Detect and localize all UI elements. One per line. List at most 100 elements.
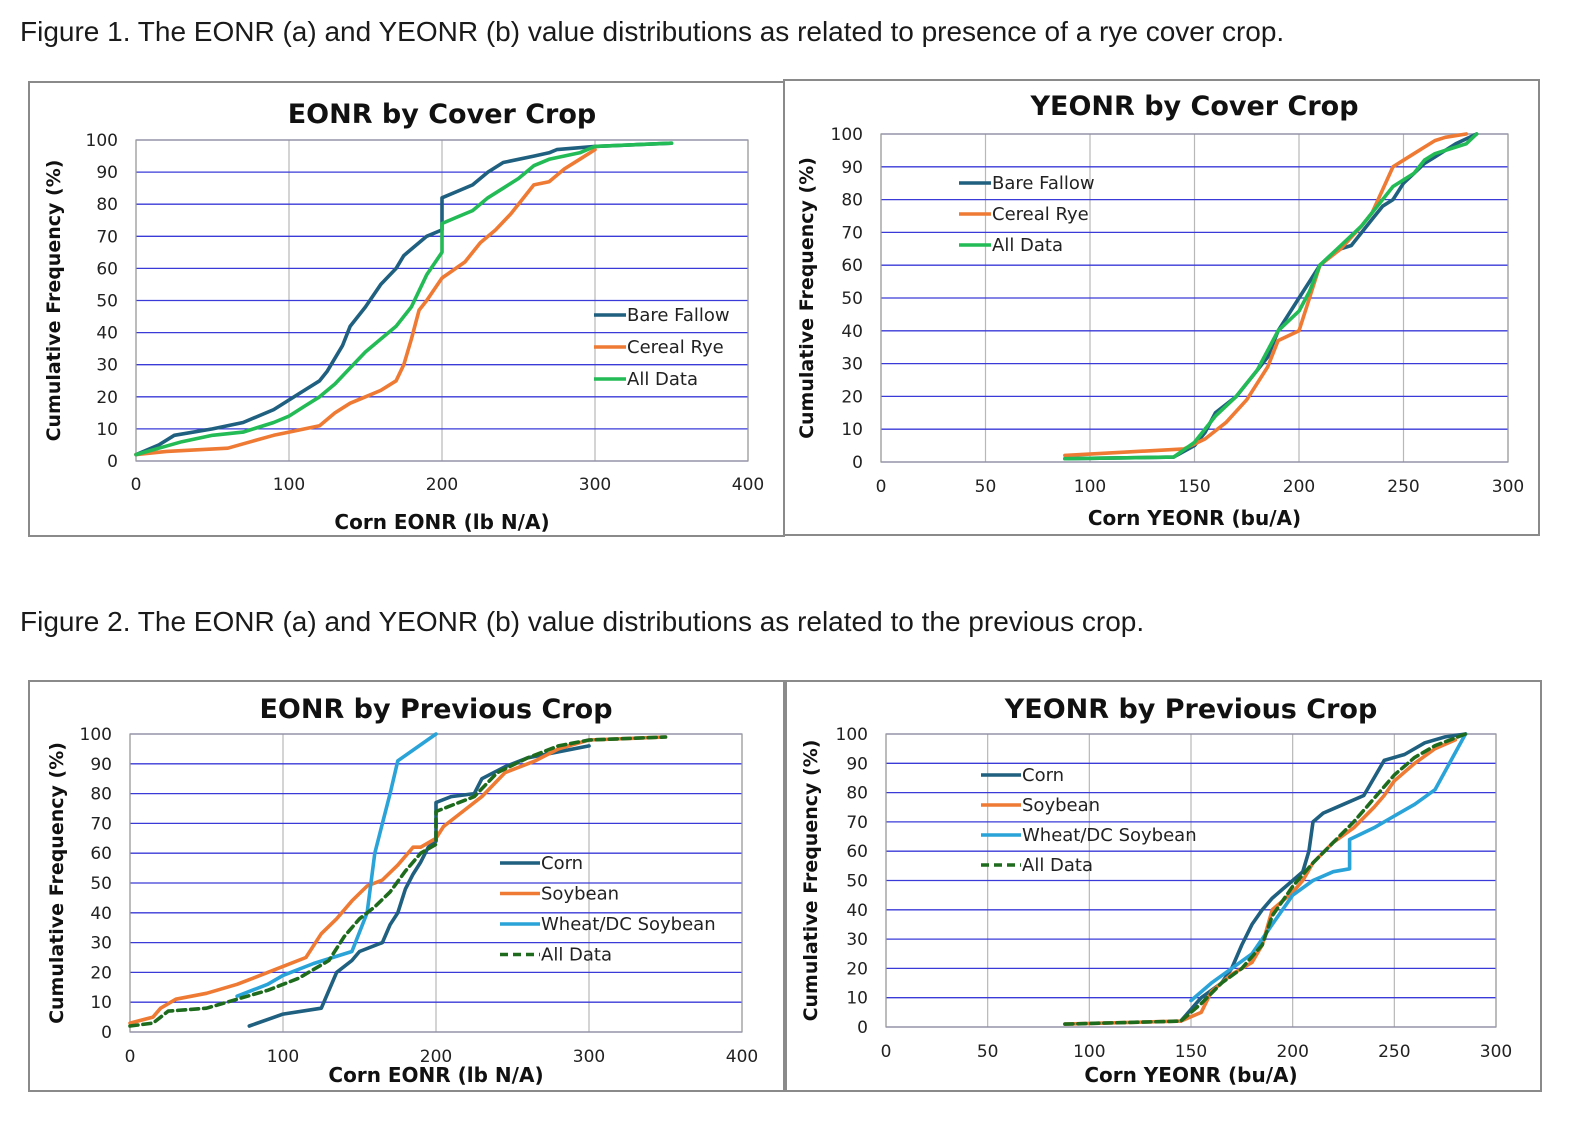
- legend-label-cereal-rye: Cereal Rye: [992, 204, 1089, 225]
- y-tick-label: 90: [90, 755, 112, 775]
- y-tick-label: 50: [846, 872, 868, 892]
- y-tick-label: 100: [86, 131, 118, 151]
- x-tick-label: 100: [1074, 477, 1106, 497]
- y-tick-label: 70: [96, 227, 118, 247]
- x-axis-label: Corn YEONR (bu/A): [1084, 1063, 1297, 1087]
- legend-label-all-data: All Data: [1022, 855, 1093, 876]
- y-tick-label: 60: [846, 842, 868, 862]
- y-axis-label: Cumulative Frequency (%): [796, 157, 818, 439]
- figure-1-caption: Figure 1. The EONR (a) and YEONR (b) val…: [20, 16, 1285, 47]
- legend-label-all-data: All Data: [541, 945, 612, 966]
- series-line-all-data: [1063, 732, 1468, 1026]
- x-tick-label: 200: [420, 1047, 452, 1067]
- x-tick-label: 0: [131, 475, 142, 495]
- x-axis-label: Corn EONR (lb N/A): [334, 510, 549, 534]
- figure-2-caption: Figure 2. The EONR (a) and YEONR (b) val…: [20, 606, 1145, 637]
- chart-title: YEONR by Cover Crop: [1029, 91, 1358, 122]
- y-tick-label: 10: [846, 989, 868, 1009]
- y-tick-label: 70: [90, 814, 112, 834]
- series-line-wheat-dc-soybean: [1189, 732, 1468, 1003]
- y-tick-label: 80: [841, 191, 863, 211]
- x-tick-label: 200: [1276, 1042, 1308, 1062]
- chart-title: YEONR by Previous Crop: [1004, 694, 1378, 725]
- series-line-corn: [247, 744, 591, 1028]
- series-line-cereal-rye: [1063, 132, 1469, 458]
- x-tick-label: 400: [732, 475, 764, 495]
- x-tick-label: 50: [975, 477, 997, 497]
- y-axis-label: Cumulative Frequency (%): [43, 160, 65, 442]
- y-tick-label: 10: [96, 420, 118, 440]
- y-tick-label: 40: [841, 322, 863, 342]
- chart-panel-yeonr-previous-crop: 0 50 100 150 200 250 300 0 10 20 30 40 50 60 70 80 90 100…: [785, 680, 1542, 1092]
- legend-label-bare-fallow: Bare Fallow: [627, 305, 730, 326]
- y-tick-label: 80: [96, 195, 118, 215]
- x-tick-label: 250: [1387, 477, 1419, 497]
- x-tick-label: 0: [881, 1042, 892, 1062]
- y-tick-label: 50: [90, 874, 112, 894]
- x-tick-label: 400: [726, 1047, 758, 1067]
- y-tick-label: 100: [836, 725, 868, 745]
- chart-yeonr-by-cover-crop: 0 50 100 150 200 250 300 0 10 20 30 40 50 60 70 80 90 100…: [783, 79, 1540, 536]
- x-tick-label: 150: [1178, 477, 1210, 497]
- chart-eonr-by-previous-crop: 0 100 200 300 400 0 10 20 30 40 50 60 70 80 90 100 EONR …: [28, 680, 785, 1092]
- x-tick-label: 200: [426, 475, 458, 495]
- chart-panel-eonr-cover-crop: 0 100 200 300 400 0 10 20 30 40 50 60 70 80 90 100 EONR …: [28, 81, 785, 537]
- x-tick-label: 0: [876, 477, 887, 497]
- y-tick-label: 30: [841, 355, 863, 375]
- y-axis-label: Cumulative Frequency (%): [800, 740, 822, 1022]
- y-tick-label: 30: [96, 356, 118, 376]
- y-tick-label: 0: [107, 452, 118, 472]
- series-line-all-data: [1063, 132, 1479, 461]
- y-tick-label: 80: [90, 785, 112, 805]
- series-line-cereal-rye: [134, 147, 597, 457]
- x-tick-label: 50: [977, 1042, 999, 1062]
- y-tick-label: 20: [90, 963, 112, 983]
- y-tick-label: 40: [846, 901, 868, 921]
- y-tick-label: 10: [90, 993, 112, 1013]
- y-tick-label: 70: [841, 223, 863, 243]
- chart-title: EONR by Previous Crop: [259, 694, 612, 725]
- x-axis-label: Corn YEONR (bu/A): [1088, 506, 1301, 530]
- y-tick-label: 90: [841, 158, 863, 178]
- y-tick-label: 90: [846, 754, 868, 774]
- x-tick-label: 150: [1175, 1042, 1207, 1062]
- y-tick-label: 50: [841, 289, 863, 309]
- y-tick-label: 70: [846, 813, 868, 833]
- plot-area: [885, 733, 1497, 1028]
- x-tick-label: 100: [267, 1047, 299, 1067]
- y-tick-label: 20: [841, 387, 863, 407]
- x-tick-label: 200: [1283, 477, 1315, 497]
- series-line-corn: [1178, 732, 1468, 1023]
- y-tick-label: 100: [831, 125, 863, 145]
- y-tick-label: 20: [846, 959, 868, 979]
- y-tick-label: 50: [96, 292, 118, 312]
- legend-label-wheat-dc-soybean: Wheat/DC Soybean: [541, 914, 716, 935]
- y-tick-label: 30: [846, 930, 868, 950]
- chart-panel-yeonr-cover-crop: 0 50 100 150 200 250 300 0 10 20 30 40 50 60 70 80 90 100…: [783, 79, 1540, 536]
- chart-title: EONR by Cover Crop: [288, 99, 597, 130]
- x-tick-label: 300: [1480, 1042, 1512, 1062]
- legend-label-wheat-dc-soybean: Wheat/DC Soybean: [1022, 825, 1197, 846]
- x-axis-label: Corn EONR (lb N/A): [328, 1063, 543, 1087]
- y-tick-label: 20: [96, 388, 118, 408]
- plot-area: [880, 133, 1509, 463]
- series-line-bare-fallow: [134, 141, 674, 457]
- chart-frame: [28, 81, 785, 537]
- legend-label-all-data: All Data: [992, 235, 1063, 256]
- y-tick-label: 30: [90, 934, 112, 954]
- legend-label-soybean: Soybean: [541, 884, 619, 905]
- x-tick-label: 300: [573, 1047, 605, 1067]
- x-tick-label: 250: [1378, 1042, 1410, 1062]
- y-axis-label: Cumulative Frequency (%): [46, 742, 68, 1024]
- legend-label-bare-fallow: Bare Fallow: [992, 173, 1095, 194]
- y-tick-label: 60: [96, 259, 118, 279]
- y-tick-label: 0: [101, 1023, 112, 1043]
- legend-label-cereal-rye: Cereal Rye: [627, 337, 724, 358]
- legend-label-soybean: Soybean: [1022, 795, 1100, 816]
- x-tick-label: 0: [125, 1047, 136, 1067]
- y-tick-label: 80: [846, 784, 868, 804]
- legend-label-corn: Corn: [541, 853, 583, 874]
- y-tick-label: 10: [841, 420, 863, 440]
- y-tick-label: 60: [90, 844, 112, 864]
- legend-label-corn: Corn: [1022, 765, 1064, 786]
